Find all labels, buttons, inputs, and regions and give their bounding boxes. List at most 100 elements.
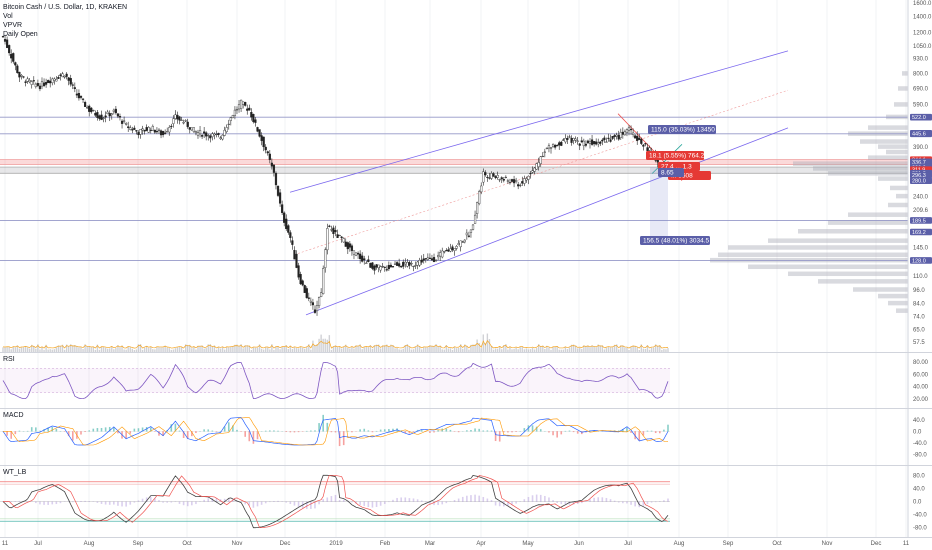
volume-bar <box>131 348 134 352</box>
volume-bar <box>640 344 643 352</box>
macd-label[interactable]: MACD <box>3 412 24 419</box>
macd-histogram-bar <box>117 431 119 434</box>
wt-histogram-bar <box>363 501 366 506</box>
vpvr-bar <box>878 176 908 181</box>
wt-histogram-bar <box>121 501 123 507</box>
macd-histogram-bar <box>285 431 288 433</box>
wt-pane: 80.0 40.0 0.0 -40.0 -80.0 <box>0 473 927 532</box>
volume-bar <box>390 344 392 352</box>
volume-bar <box>517 349 519 352</box>
wt-histogram-bar <box>195 501 197 505</box>
volume-bar <box>603 349 606 352</box>
candle-body <box>400 266 403 268</box>
wt-histogram-bar <box>626 501 628 504</box>
wt-histogram-bar <box>576 501 579 505</box>
wt-histogram-bar <box>613 500 616 502</box>
macd-histogram-bar <box>593 430 595 432</box>
candle-body <box>428 257 432 259</box>
volume-bar <box>652 347 655 352</box>
wt-histogram-bar <box>293 501 296 506</box>
candle-body <box>554 145 557 148</box>
macd-histogram-bar <box>556 431 558 438</box>
candle-body <box>57 77 60 79</box>
volume-bar <box>392 345 394 352</box>
volume-bar <box>576 348 579 352</box>
vpvr-bar <box>896 193 908 199</box>
candle-body <box>194 131 198 134</box>
volume-bar <box>246 345 248 352</box>
macd-histogram-bar <box>14 431 17 435</box>
macd-histogram-bar <box>223 426 226 432</box>
candle-body <box>572 138 575 141</box>
volume-bar <box>318 338 320 352</box>
rsi-label[interactable]: RSI <box>3 356 15 363</box>
wt-line-1 <box>2 474 669 529</box>
price-tag-label: 336.7 <box>912 160 926 166</box>
macd-histogram-bar <box>342 431 345 446</box>
chart-legend: Bitcoin Cash / U.S. Dollar, 1D, KRAKEN V… <box>3 3 127 39</box>
wt-histogram-bar <box>10 501 13 503</box>
candle-body <box>301 280 304 286</box>
macd-histogram-bar <box>646 430 649 432</box>
candle-body <box>315 305 319 312</box>
volume-bar <box>143 347 146 352</box>
volume-bar <box>240 344 242 352</box>
volume-bar <box>468 349 470 352</box>
macd-histogram-bar <box>51 427 54 432</box>
volume-bar <box>152 349 154 352</box>
volume-bar <box>369 345 372 352</box>
macd-tick-label: -40.0 <box>913 441 927 447</box>
volume-bar <box>184 344 187 352</box>
volume-bar <box>213 345 216 352</box>
macd-histogram-bar <box>503 431 505 433</box>
wt-histogram-bar <box>375 501 378 507</box>
volume-bar <box>340 348 343 352</box>
wt-histogram-bar <box>646 501 649 505</box>
wt-label[interactable]: WT_LB <box>3 469 27 476</box>
volume-bar <box>443 349 445 352</box>
indicator-vol[interactable]: Vol <box>3 13 13 20</box>
volume-bar <box>139 344 142 352</box>
volume-bar <box>301 347 304 352</box>
candle-body <box>406 262 409 267</box>
wt-histogram-bar <box>170 501 173 503</box>
annotations: 115.0 (35.03%) 13450 156.5 (48.01%) 3034.… <box>640 125 716 245</box>
volume-bar <box>102 347 105 352</box>
symbol-title[interactable]: Bitcoin Cash / U.S. Dollar, 1D, KRAKEN <box>3 4 128 11</box>
volume-bar <box>626 347 628 352</box>
wt-histogram-bar <box>67 501 70 503</box>
candle-body <box>381 265 384 268</box>
macd-signal-line <box>3 417 669 446</box>
volume-bar <box>386 344 388 352</box>
indicator-vpvr[interactable]: VPVR <box>3 22 23 29</box>
wt-histogram-bar <box>330 496 333 502</box>
volume-bar <box>293 347 296 352</box>
volume-bar <box>398 349 400 352</box>
volume-bar <box>519 346 521 352</box>
candle-body <box>640 139 643 144</box>
candle-body <box>445 250 448 252</box>
candle-body <box>20 75 23 77</box>
volume-bar <box>579 347 581 352</box>
wt-histogram-bar <box>560 501 563 505</box>
macd-histogram-bar <box>92 428 95 432</box>
rsi-tick-label: 20.00 <box>913 397 929 403</box>
indicator-daily-open[interactable]: Daily Open <box>3 31 38 38</box>
wt-histogram-bar <box>108 501 111 505</box>
candle-body <box>533 167 536 172</box>
candle-body <box>346 242 349 250</box>
wt-histogram-bar <box>314 501 316 509</box>
wt-histogram-bar <box>232 499 234 502</box>
candle-body <box>141 128 144 131</box>
short-risk-label: 27.4 ... 1.3 <box>661 164 692 171</box>
price-tag-label: 128.0 <box>912 258 926 264</box>
candle-body <box>106 111 109 115</box>
candle-body <box>515 180 518 182</box>
candle-body <box>356 252 360 255</box>
candle-body <box>490 173 493 179</box>
volume-bar <box>379 348 382 352</box>
time-axis[interactable]: 11 Jul Aug Sep Oct Nov Dec 2019 Feb Mar Apr May Jun J… <box>2 541 910 547</box>
candle-body <box>492 173 495 177</box>
candle-body <box>317 297 321 306</box>
